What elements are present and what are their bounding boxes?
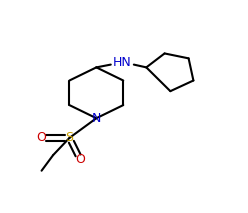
Text: O: O (37, 131, 47, 144)
Text: S: S (65, 131, 73, 144)
Text: O: O (75, 153, 85, 166)
Text: N: N (92, 112, 101, 125)
Text: HN: HN (113, 56, 132, 69)
